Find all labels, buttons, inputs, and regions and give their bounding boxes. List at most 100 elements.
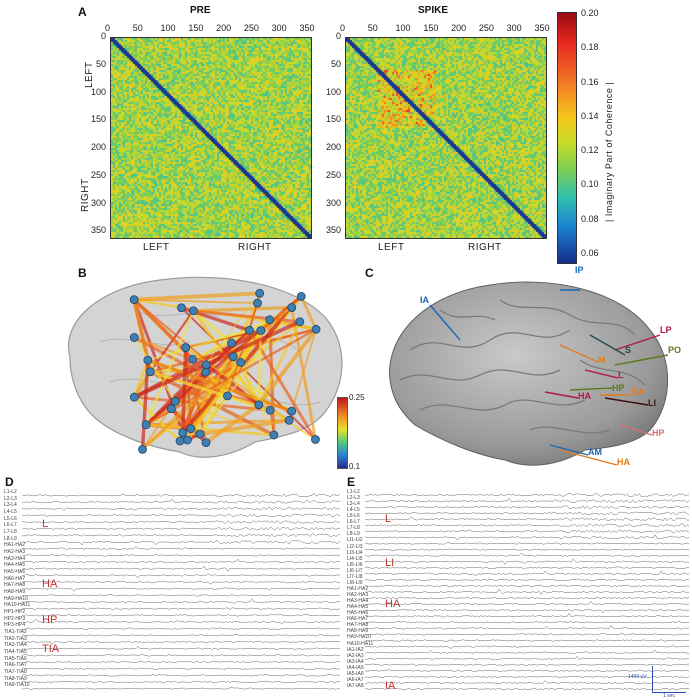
electrode-line	[569, 387, 613, 391]
network-node	[287, 303, 297, 312]
x-tick-label: 300	[506, 23, 522, 33]
eeg-channel-label: L2-L3	[4, 495, 17, 502]
network-node	[201, 360, 211, 370]
eeg-group-label: L	[42, 518, 49, 530]
x-tick-label: 250	[478, 23, 494, 33]
eeg-trace-line	[22, 520, 341, 524]
pre-title: PRE	[190, 5, 211, 16]
eeg-trace-line	[365, 656, 690, 660]
network-node	[175, 436, 185, 446]
network-node	[256, 326, 266, 335]
eeg-channel-label: LI3-LI4	[347, 549, 363, 556]
eeg-channel-label: TIA7-TIA8	[4, 669, 27, 675]
y-tick-label: 350	[325, 225, 341, 236]
eeg-trace-line	[365, 588, 690, 595]
electrode-label: HA	[617, 457, 630, 467]
network-node	[255, 288, 265, 298]
eeg-channel-label: L3-L4	[347, 501, 360, 508]
network-node	[188, 306, 198, 316]
network-node	[223, 391, 232, 401]
electrode-line	[544, 391, 579, 399]
electrode-label: L	[618, 370, 624, 380]
x-tick-label: 250	[243, 23, 259, 33]
eeg-channel-label: IA7-IA8	[347, 682, 364, 689]
eeg-channel-label: LI1-LI2	[347, 537, 363, 544]
electrode-line	[614, 334, 661, 351]
spike-title: SPIKE	[418, 5, 449, 16]
network-node	[228, 352, 238, 362]
electrode-line	[549, 444, 589, 456]
y-tick-label: 150	[90, 114, 106, 125]
network-node	[295, 317, 305, 327]
network-node	[129, 392, 139, 402]
pre-coherence-matrix	[110, 37, 312, 239]
y-tick-label: 300	[325, 197, 341, 208]
eeg-channel-label: L5-L6	[347, 513, 360, 520]
colorbar-tick-label: 0.18	[581, 42, 599, 53]
network-edge	[257, 330, 263, 405]
eeg-trace-line	[365, 558, 690, 565]
eeg-trace-line	[365, 621, 690, 624]
eeg-channel-label: L8-L9	[347, 531, 360, 538]
eeg-channel-label: HA2-HA3	[347, 592, 369, 599]
network-node	[143, 355, 153, 365]
network-node	[129, 295, 139, 305]
eeg-channel-label: HA1-HA2	[4, 542, 26, 549]
pre-right-ylabel: RIGHT	[80, 178, 91, 212]
eeg-channel-label: HA3-HA4	[347, 598, 369, 605]
colorbar-tick-label: 0.14	[581, 110, 599, 121]
network-node	[146, 367, 155, 377]
network-node	[269, 430, 279, 440]
network-edge	[257, 321, 301, 406]
eeg-channel-label: HP1-HP2	[4, 609, 26, 615]
brain-b-scale-min: 0.1	[349, 462, 361, 471]
y-tick-label: 100	[325, 86, 341, 97]
network-node	[138, 444, 147, 454]
network-edge	[204, 403, 260, 445]
eeg-trace-line	[22, 660, 341, 664]
eeg-channel-label: HP2-HP3	[4, 615, 26, 622]
eeg-trace-line	[365, 668, 690, 672]
eeg-channel-label: HA7-HA8	[4, 582, 26, 589]
eeg-trace-line	[22, 674, 341, 677]
electrode-label: TIA	[630, 387, 645, 397]
network-node	[170, 396, 180, 406]
eeg-trace-line	[365, 511, 690, 515]
eeg-trace-line	[365, 609, 690, 614]
electrode-line	[614, 354, 669, 366]
eeg-channel-label: TIA8-TIA9	[4, 675, 27, 682]
network-edge	[133, 320, 301, 399]
eeg-channel-label: HA2-HA3	[4, 549, 26, 555]
eeg-channel-label: TIA2-TIA3	[4, 635, 27, 642]
electrode-label: HP	[652, 428, 665, 438]
y-tick-label: 50	[330, 58, 341, 69]
x-tick-label: 300	[271, 23, 287, 33]
eeg-trace-line	[365, 516, 690, 522]
y-tick-label: 300	[90, 197, 106, 208]
network-edge	[259, 295, 303, 332]
eeg-trace-line	[22, 607, 341, 610]
network-edge	[180, 307, 317, 441]
eeg-channel-label: HA6-HA7	[4, 575, 26, 582]
eeg-trace-line	[22, 627, 341, 630]
y-tick-label: 50	[95, 58, 106, 69]
eeg-channel-label: IA5-IA6	[347, 670, 364, 677]
colorbar-tick-label: 0.16	[581, 76, 599, 87]
network-edge	[299, 295, 318, 330]
eeg-group-label: L	[385, 513, 392, 525]
eeg-channel-label: HA10-HA11	[4, 602, 31, 609]
electrode-label: HP	[612, 383, 625, 393]
eeg-scale-horizontal	[652, 692, 686, 693]
eeg-trace-line	[22, 618, 341, 625]
eeg-channel-label: IA1-IA2	[347, 646, 364, 653]
eeg-e-traces	[365, 493, 690, 691]
eeg-group-label: IA	[385, 680, 396, 692]
eeg-trace-line	[22, 527, 341, 531]
network-edge	[145, 310, 195, 426]
y-tick-label: 100	[90, 86, 106, 97]
eeg-channel-label: LI6-LI7	[347, 567, 363, 574]
eeg-channel-label: L7-L8	[4, 529, 17, 535]
colorbar-tick-label: 0.20	[581, 8, 599, 18]
x-tick-label: 50	[132, 23, 143, 33]
network-edge	[193, 309, 300, 324]
